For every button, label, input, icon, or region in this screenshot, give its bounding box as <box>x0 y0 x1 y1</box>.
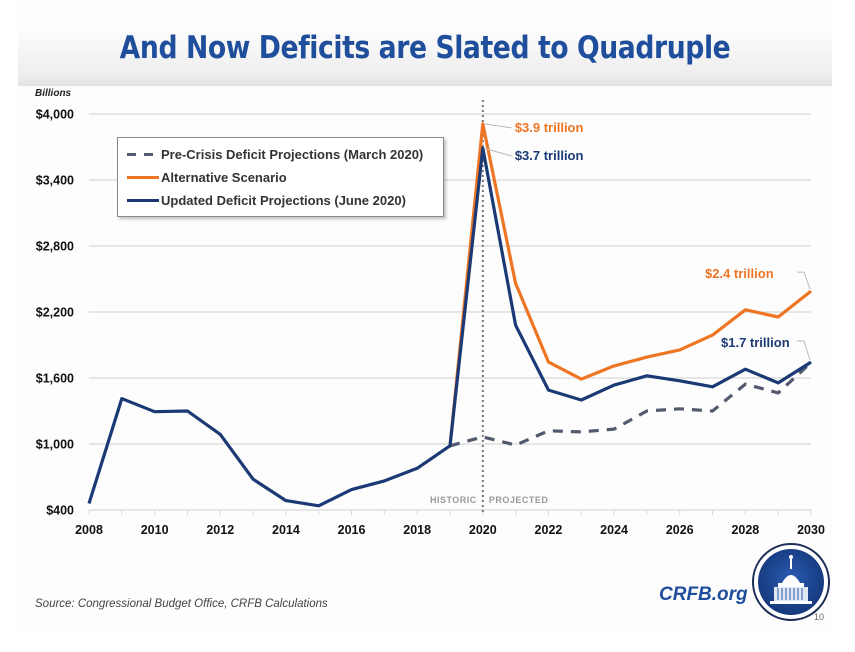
x-tick-label: 2016 <box>338 523 366 537</box>
x-axis-labels: 2008 2010 2012 2014 2016 2018 2020 2022 2024 2026… <box>75 523 825 537</box>
y-axis-labels: $400 $1,000 $1,600 $2,200 $2,800 $3,400 $4,000 <box>36 108 74 518</box>
brand-link[interactable]: CRFB.org <box>659 584 748 605</box>
crfb-logo <box>752 543 830 621</box>
x-tick-label: 2018 <box>403 523 431 537</box>
legend-item-alternative: Alternative Scenario <box>127 167 287 187</box>
historic-label: HISTORIC <box>430 495 477 505</box>
y-tick-label: $1,000 <box>36 438 74 452</box>
y-tick-label: $2,800 <box>36 240 74 254</box>
legend: Pre-Crisis Deficit Projections (March 20… <box>117 137 444 217</box>
annotation-leader <box>797 271 811 290</box>
legend-label: Pre-Crisis Deficit Projections (March 20… <box>161 146 424 162</box>
legend-label: Updated Deficit Projections (June 2020) <box>161 192 406 208</box>
y-tick-label: $2,200 <box>36 306 74 320</box>
chart-title: And Now Deficits are Slated to Quadruple <box>119 30 731 66</box>
projected-label: PROJECTED <box>489 495 549 505</box>
x-tick-label: 2026 <box>666 523 694 537</box>
x-tick-label: 2028 <box>731 523 759 537</box>
y-tick-label: $1,600 <box>36 372 74 386</box>
x-tick-label: 2010 <box>141 523 169 537</box>
series-lines <box>87 122 813 508</box>
y-axis-units-label: Billions <box>35 88 72 99</box>
series-line-alternative <box>448 122 812 446</box>
slide-background <box>18 0 832 630</box>
x-axis-ticks <box>88 510 812 515</box>
title-band <box>18 22 832 86</box>
y-tick-label: $3,400 <box>36 174 74 188</box>
legend-item-updated: Updated Deficit Projections (June 2020) <box>127 190 406 210</box>
x-tick-label: 2022 <box>535 523 563 537</box>
x-tick-label: 2014 <box>272 523 300 537</box>
annotation-label: $1.7 trillion <box>721 335 790 350</box>
annotation-label: $2.4 trillion <box>705 266 774 281</box>
page-number: 10 <box>814 612 825 622</box>
x-tick-label: 2024 <box>600 523 628 537</box>
legend-swatch-navy <box>127 198 159 202</box>
annotation-leader <box>797 340 811 361</box>
annotation-label: $3.9 trillion <box>515 120 584 135</box>
annotation-label: $3.7 trillion <box>515 148 584 163</box>
x-tick-label: 2020 <box>469 523 497 537</box>
annotation-leader <box>483 147 512 157</box>
x-tick-label: 2030 <box>797 523 825 537</box>
historic-projected-divider: HISTORIC PROJECTED <box>430 100 548 512</box>
legend-swatch-dashed <box>127 152 159 156</box>
annotation-leader <box>483 123 512 129</box>
series-line-pre-crisis <box>449 361 813 448</box>
source-note: Source: Congressional Budget Office, CRF… <box>35 598 328 610</box>
legend-label: Alternative Scenario <box>161 169 287 185</box>
legend-item-pre-crisis: Pre-Crisis Deficit Projections (March 20… <box>127 144 423 164</box>
x-tick-label: 2008 <box>75 523 103 537</box>
x-tick-label: 2012 <box>206 523 234 537</box>
annotations: $3.9 trillion $3.7 trillion $2.4 trillion $… <box>483 120 811 361</box>
y-tick-label: $400 <box>46 504 74 518</box>
legend-swatch-orange <box>127 175 159 179</box>
y-tick-label: $4,000 <box>36 108 74 122</box>
capitol-dome-icon <box>758 549 824 615</box>
